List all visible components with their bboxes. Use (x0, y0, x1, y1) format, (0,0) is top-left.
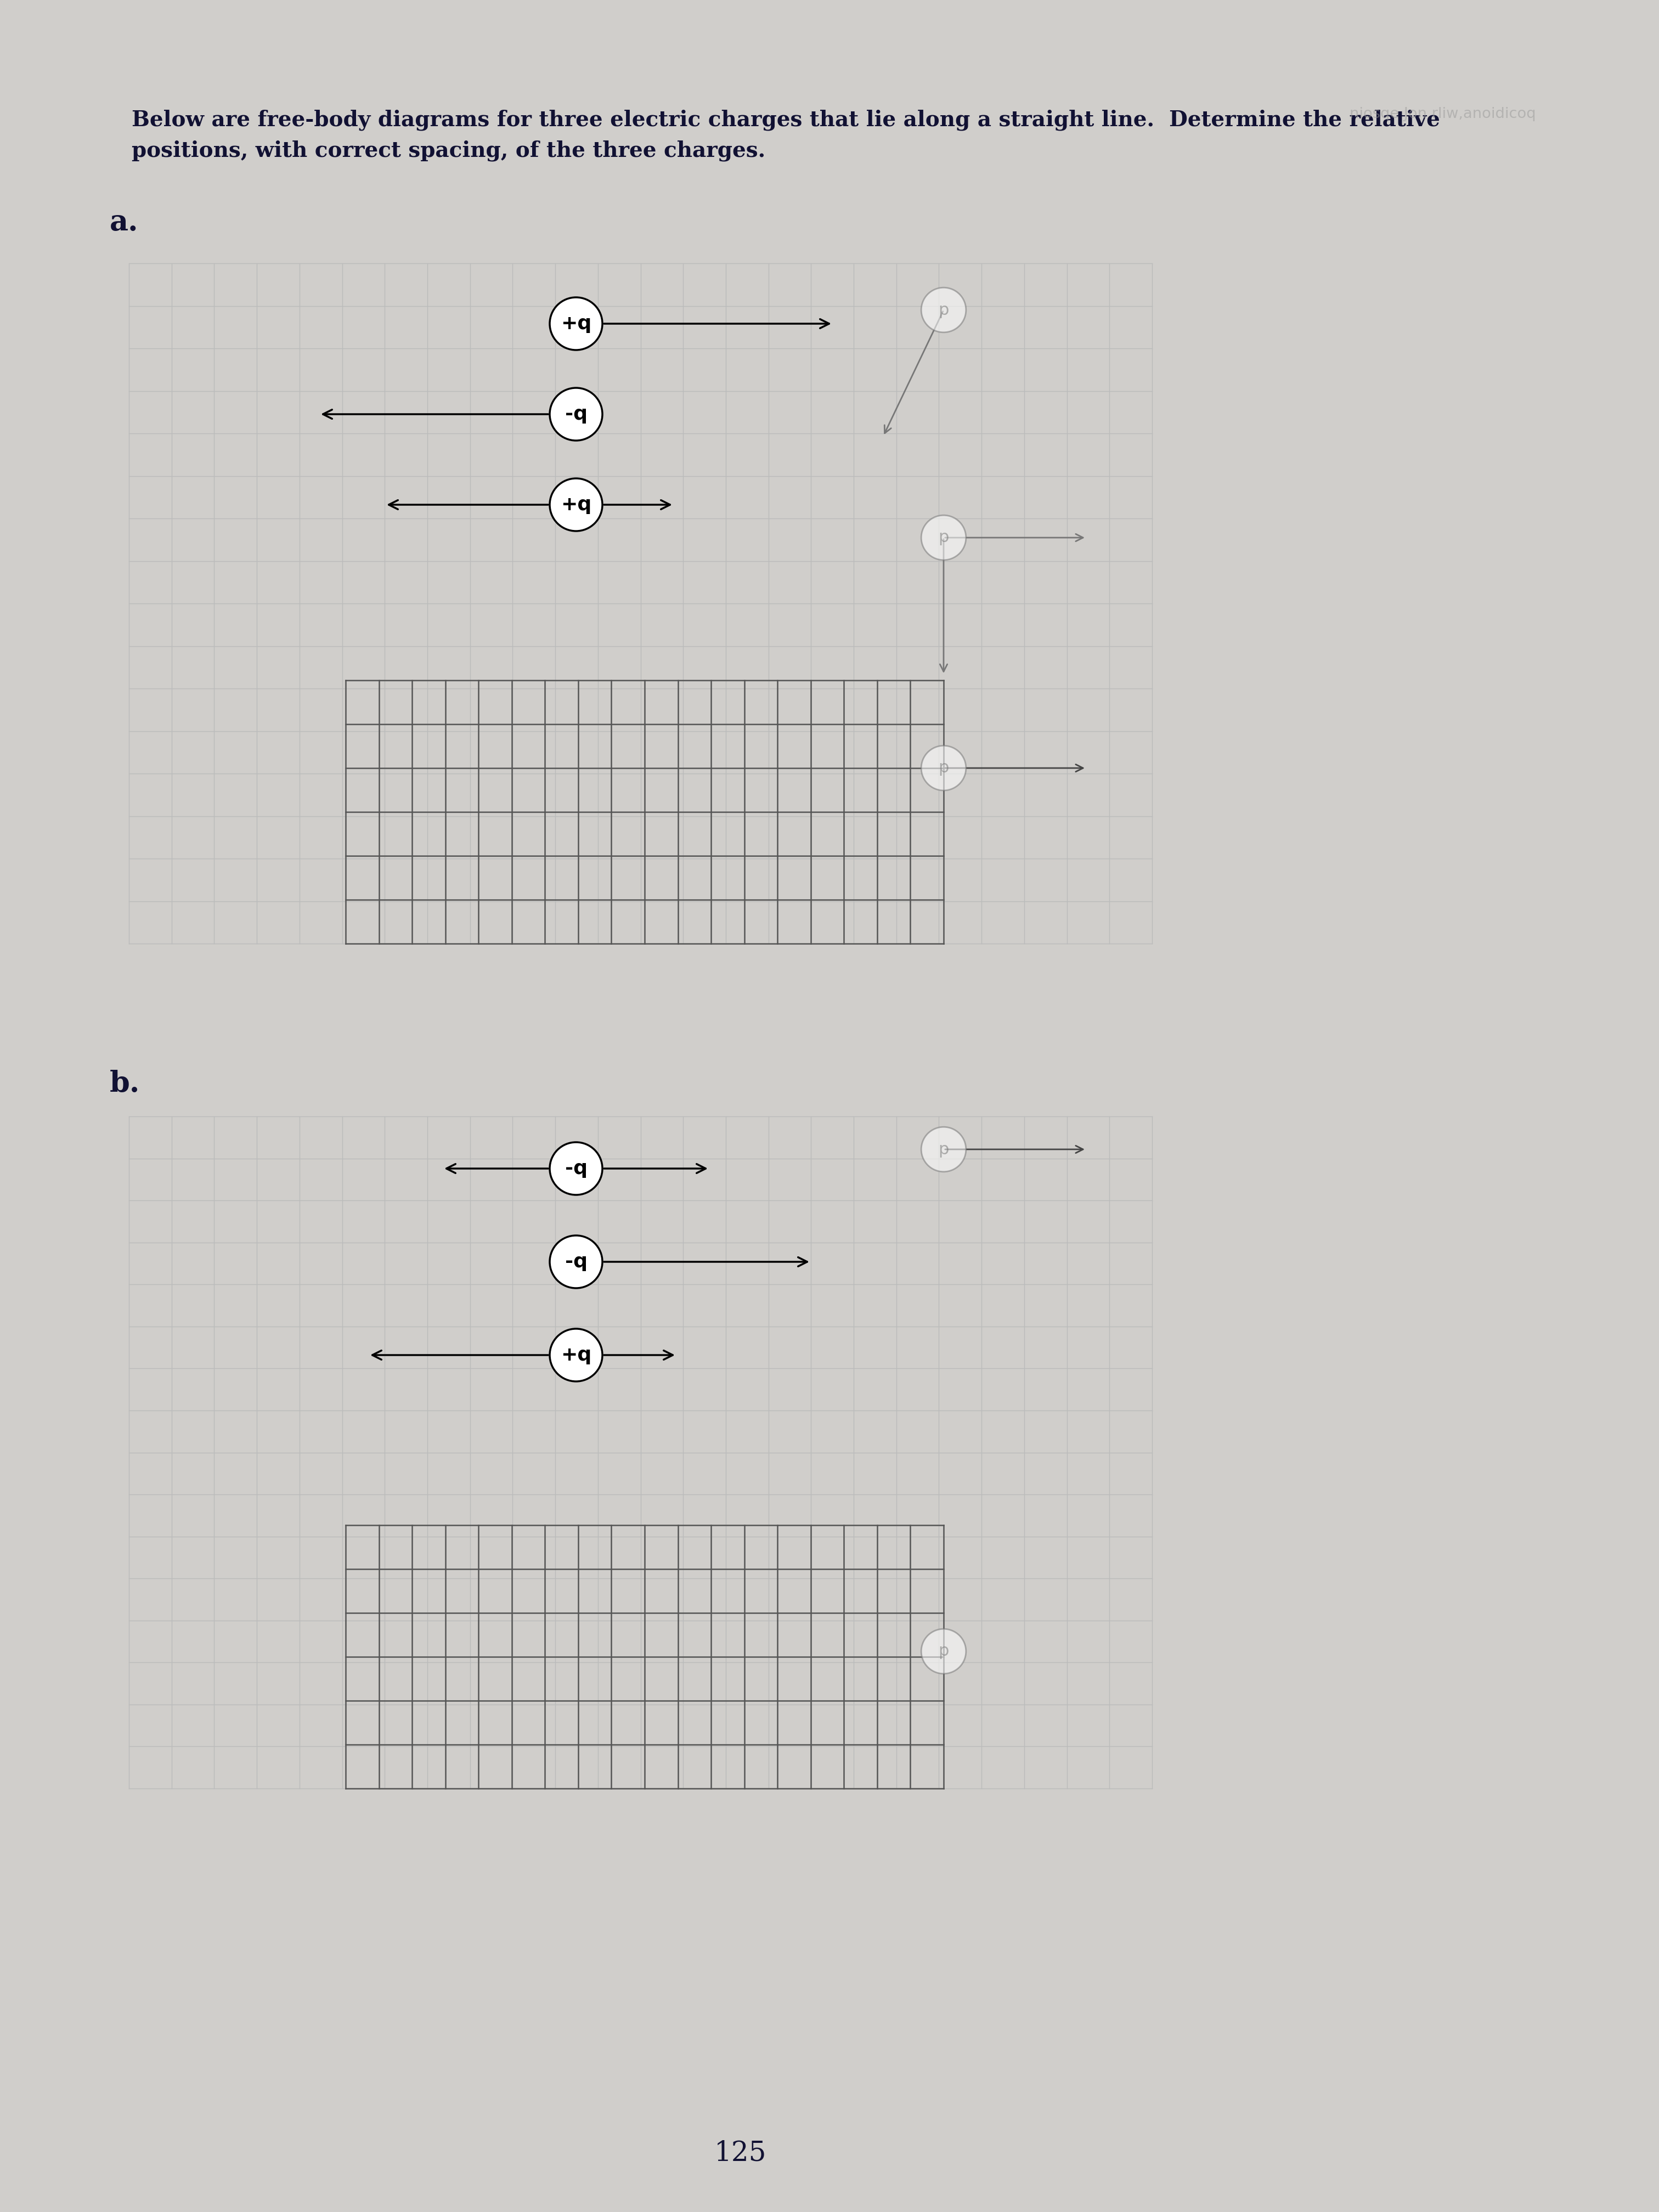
Text: a.: a. (109, 208, 138, 237)
Circle shape (549, 1329, 602, 1383)
Circle shape (549, 296, 602, 349)
Text: niosqe Jon rliw,anoidicoq: niosqe Jon rliw,anoidicoq (1350, 106, 1536, 122)
Text: -q: -q (564, 1252, 587, 1272)
Circle shape (549, 478, 602, 531)
Text: -q: -q (564, 405, 587, 422)
Text: +q: +q (561, 495, 592, 513)
Circle shape (921, 1126, 966, 1172)
Circle shape (549, 1141, 602, 1194)
Text: 125: 125 (715, 2139, 766, 2168)
Text: positions, with correct spacing, of the three charges.: positions, with correct spacing, of the … (131, 139, 765, 161)
Text: -q: -q (564, 1159, 587, 1177)
Text: b.: b. (109, 1071, 139, 1097)
Text: p: p (939, 303, 949, 319)
Text: p: p (939, 1644, 949, 1659)
Text: Below are free-body diagrams for three electric charges that lie along a straigh: Below are free-body diagrams for three e… (131, 111, 1440, 131)
Text: p: p (939, 1141, 949, 1157)
Text: p: p (939, 529, 949, 546)
Text: +q: +q (561, 314, 592, 334)
Circle shape (921, 745, 966, 790)
Circle shape (921, 288, 966, 332)
Text: p: p (939, 761, 949, 776)
Text: +q: +q (561, 1345, 592, 1365)
Circle shape (549, 387, 602, 440)
Circle shape (549, 1237, 602, 1287)
Circle shape (921, 1628, 966, 1674)
Circle shape (921, 515, 966, 560)
